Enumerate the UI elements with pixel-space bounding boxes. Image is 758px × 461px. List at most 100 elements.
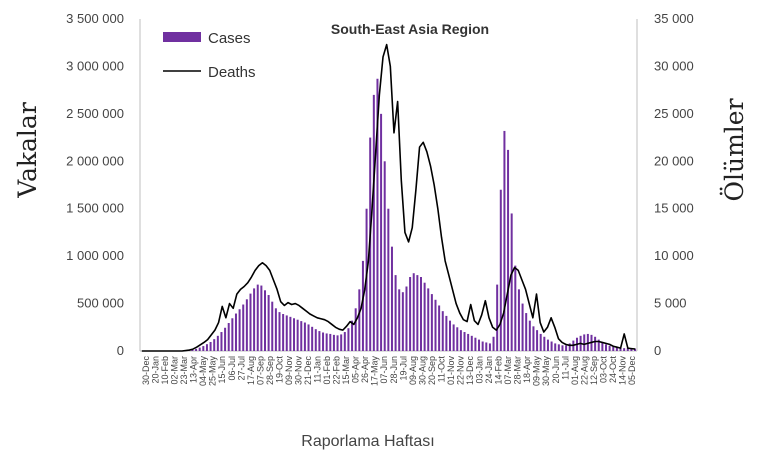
x-tick-label: 28-Jun bbox=[389, 356, 399, 384]
cases-bar bbox=[416, 275, 419, 351]
cases-bar bbox=[441, 311, 444, 351]
cases-bar bbox=[318, 331, 321, 351]
cases-bar bbox=[521, 303, 524, 351]
cases-bar bbox=[499, 189, 502, 351]
cases-bar bbox=[205, 344, 208, 351]
cases-bar bbox=[554, 343, 557, 351]
x-tick-label: 23-Mar bbox=[179, 356, 189, 385]
right-axis-ticks: 0 5 000 10 000 15 000 20 000 25 000 30 000 35 0… bbox=[654, 11, 694, 358]
cases-bar bbox=[213, 339, 216, 351]
x-tick-label: 18-Apr bbox=[522, 356, 532, 383]
cases-bar bbox=[278, 312, 281, 351]
y-tick-label: 500 000 bbox=[77, 296, 124, 311]
x-tick-label: 03-Oct bbox=[598, 356, 608, 384]
x-tick-label: 28-Sep bbox=[265, 356, 275, 385]
cases-bar bbox=[220, 332, 223, 351]
cases-bar bbox=[626, 348, 629, 351]
cases-bar bbox=[351, 320, 354, 351]
x-axis-title: Raporlama Haftası bbox=[301, 433, 434, 450]
cases-bars bbox=[187, 78, 637, 351]
cases-bar bbox=[459, 330, 462, 351]
cases-bar bbox=[358, 289, 361, 351]
cases-bar bbox=[583, 334, 586, 351]
x-tick-label: 09-Aug bbox=[408, 356, 418, 385]
x-tick-label: 30-May bbox=[541, 356, 551, 387]
cases-bar bbox=[496, 284, 499, 351]
cases-bar bbox=[405, 286, 408, 351]
cases-bar bbox=[615, 347, 618, 351]
cases-bar bbox=[525, 313, 528, 351]
x-tick-label: 26-Apr bbox=[360, 356, 370, 383]
y-tick-label: 1 000 000 bbox=[66, 248, 124, 263]
cases-bar bbox=[514, 265, 517, 351]
cases-bar bbox=[260, 285, 263, 351]
cases-bar bbox=[296, 319, 299, 351]
x-tick-label: 01-Feb bbox=[322, 356, 332, 385]
cases-bar bbox=[300, 321, 303, 351]
cases-bar bbox=[608, 345, 611, 351]
x-tick-label: 11-Oct bbox=[436, 356, 446, 383]
cases-bar bbox=[271, 301, 274, 351]
cases-bar bbox=[605, 344, 607, 351]
x-tick-label: 24-Jan bbox=[484, 356, 494, 384]
x-tick-label: 20-Jan bbox=[151, 356, 161, 384]
cases-bar bbox=[253, 288, 256, 351]
x-tick-label: 09-Nov bbox=[284, 356, 294, 386]
x-tick-label: 05-Dec bbox=[627, 356, 637, 386]
cases-bar bbox=[503, 130, 506, 351]
cases-bar bbox=[561, 345, 564, 351]
y-tick-label: 3 500 000 bbox=[66, 11, 124, 26]
x-tick-label: 06-Jul bbox=[227, 356, 237, 381]
y2-tick-label: 0 bbox=[654, 343, 661, 358]
cases-bar bbox=[307, 324, 310, 351]
y2-tick-label: 20 000 bbox=[654, 153, 694, 168]
legend-label-cases: Cases bbox=[208, 30, 251, 47]
cases-bar bbox=[536, 330, 539, 351]
y2-tick-label: 30 000 bbox=[654, 58, 694, 73]
cases-bar bbox=[456, 327, 459, 351]
cases-bar bbox=[434, 299, 437, 351]
cases-bar bbox=[380, 113, 383, 351]
cases-bar bbox=[557, 344, 560, 351]
cases-bar bbox=[289, 316, 292, 351]
cases-bar bbox=[347, 328, 350, 351]
cases-bar bbox=[492, 336, 495, 351]
cases-bar bbox=[430, 294, 433, 351]
x-tick-label: 13-Apr bbox=[189, 356, 199, 383]
x-tick-label: 11-Jul bbox=[560, 356, 570, 380]
cases-bar bbox=[376, 78, 379, 351]
cases-bar bbox=[227, 323, 230, 351]
legend-swatch-cases bbox=[163, 32, 201, 42]
cases-bar bbox=[478, 339, 481, 351]
cases-bar bbox=[245, 299, 248, 351]
y-tick-label: 2 000 000 bbox=[66, 153, 124, 168]
x-tick-label: 21-Dec bbox=[303, 356, 313, 386]
cases-bar bbox=[427, 288, 430, 351]
cases-bar bbox=[423, 282, 426, 351]
cases-bar bbox=[336, 335, 339, 351]
y-tick-label: 2 500 000 bbox=[66, 106, 124, 121]
cases-bar bbox=[303, 322, 306, 351]
left-axis-ticks: 0 500 000 1 000 000 1 500 000 2 000 000 2 500… bbox=[66, 11, 124, 358]
cases-bar bbox=[387, 208, 390, 351]
cases-bar bbox=[546, 339, 549, 351]
cases-bar bbox=[488, 343, 491, 351]
y-tick-label: 0 bbox=[117, 343, 124, 358]
cases-bar bbox=[242, 304, 245, 351]
chart-title: South-East Asia Region bbox=[331, 21, 489, 37]
x-tick-label: 02-Mar bbox=[170, 356, 180, 385]
x-tick-label: 04-May bbox=[198, 356, 208, 387]
x-tick-label: 10-Feb bbox=[160, 356, 170, 385]
cases-bar bbox=[238, 309, 241, 351]
x-tick-label: 01-Aug bbox=[570, 356, 580, 385]
cases-bar bbox=[195, 348, 198, 351]
cases-bar bbox=[390, 246, 393, 351]
x-tick-label: 14-Nov bbox=[617, 356, 627, 386]
cases-bar bbox=[354, 308, 357, 351]
cases-bar bbox=[612, 346, 615, 351]
cases-bar bbox=[452, 324, 455, 351]
cases-bar bbox=[231, 318, 234, 351]
x-tick-label: 05-Apr bbox=[351, 356, 361, 383]
cases-bar bbox=[565, 345, 568, 351]
